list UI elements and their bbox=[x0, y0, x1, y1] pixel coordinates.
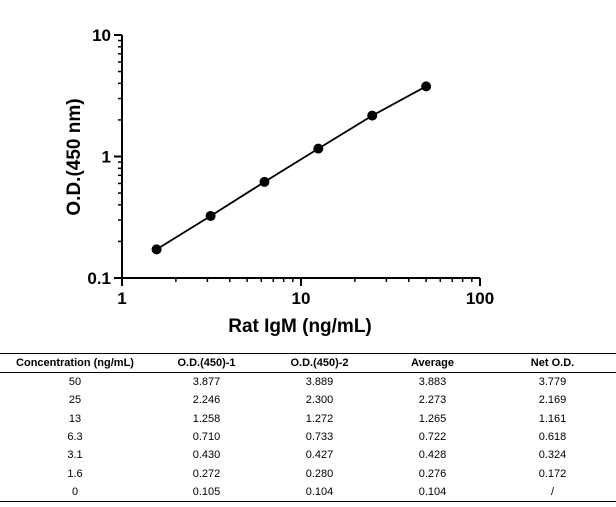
header-od-2: O.D.(450)-2 bbox=[263, 353, 376, 373]
cell: 0.430 bbox=[192, 449, 221, 462]
y-tick-label: 0.1 bbox=[87, 269, 111, 288]
cell: 2.300 bbox=[305, 394, 334, 407]
cell: 0.104 bbox=[376, 482, 489, 503]
y-tick-label: 1 bbox=[102, 148, 111, 167]
table-row: 50 3.877 3.889 3.883 3.779 bbox=[0, 373, 616, 392]
data-point bbox=[367, 110, 378, 121]
header-concentration: Concentration (ng/mL) bbox=[0, 353, 150, 373]
table-row: 1.6 0.272 0.280 0.276 0.172 bbox=[0, 464, 616, 482]
cell: 1.6 bbox=[67, 467, 83, 480]
cell: 0.280 bbox=[305, 467, 334, 480]
x-axis-title: Rat IgM (ng/mL) bbox=[228, 316, 372, 337]
x-tick-label: 10 bbox=[292, 289, 311, 308]
header-net-od: Net O.D. bbox=[489, 353, 616, 373]
cell: 50 bbox=[68, 376, 82, 389]
chart-series bbox=[151, 81, 432, 255]
cell: 6.3 bbox=[67, 431, 83, 444]
cell: 3.779 bbox=[538, 376, 567, 389]
table-row: 25 2.246 2.300 2.273 2.169 bbox=[0, 391, 616, 409]
cell: 0.618 bbox=[538, 431, 567, 444]
cell: 0.427 bbox=[305, 449, 334, 462]
cell: 2.169 bbox=[538, 394, 567, 407]
table-row: 6.3 0.710 0.733 0.722 0.618 bbox=[0, 428, 616, 446]
cell: 0.733 bbox=[305, 431, 334, 444]
x-tick-label: 1 bbox=[117, 289, 126, 308]
data-point bbox=[421, 81, 432, 92]
x-tick-label: 100 bbox=[466, 289, 494, 308]
cell: 2.273 bbox=[418, 394, 447, 407]
data-point bbox=[151, 244, 162, 255]
header-od-1: O.D.(450)-1 bbox=[150, 353, 263, 373]
chart-axes bbox=[121, 35, 480, 279]
cell: / bbox=[489, 482, 616, 503]
table-row: 13 1.258 1.272 1.265 1.161 bbox=[0, 410, 616, 428]
cell: 13 bbox=[68, 412, 82, 425]
cell: 0.172 bbox=[538, 467, 567, 480]
cell: 3.877 bbox=[192, 376, 221, 389]
y-tick-label: 10 bbox=[92, 26, 111, 45]
cell: 0.104 bbox=[263, 482, 376, 503]
cell: 3.1 bbox=[67, 449, 83, 462]
header-average: Average bbox=[376, 353, 489, 373]
cell: 1.272 bbox=[305, 412, 334, 425]
cell: 0.272 bbox=[192, 467, 221, 480]
cell: 0 bbox=[0, 482, 150, 503]
cell: 3.883 bbox=[418, 376, 447, 389]
table-row: 0 0.105 0.104 0.104/ bbox=[0, 482, 616, 503]
data-point bbox=[205, 210, 216, 221]
cell: 1.161 bbox=[538, 412, 567, 425]
data-point bbox=[313, 143, 324, 154]
cell: 0.276 bbox=[418, 467, 447, 480]
cell: 2.246 bbox=[192, 394, 221, 407]
series-line bbox=[156, 85, 427, 251]
y-axis-title: O.D.(450 nm) bbox=[64, 98, 85, 215]
table-header-row: Concentration (ng/mL) O.D.(450)-1 O.D.(4… bbox=[0, 353, 616, 373]
cell: 0.428 bbox=[418, 449, 447, 462]
cell: 1.265 bbox=[418, 412, 447, 425]
data-table: Concentration (ng/mL) O.D.(450)-1 O.D.(4… bbox=[0, 353, 616, 503]
cell: 0.105 bbox=[150, 482, 263, 503]
table-row: 3.1 0.430 0.427 0.428 0.324 bbox=[0, 446, 616, 464]
cell: 3.889 bbox=[305, 376, 334, 389]
chart-ticks: 0.1 1 10 1 10 100 bbox=[87, 26, 494, 308]
cell: 0.324 bbox=[538, 449, 567, 462]
data-point bbox=[259, 176, 270, 187]
cell: 25 bbox=[68, 394, 82, 407]
cell: 1.258 bbox=[192, 412, 221, 425]
cell: 0.710 bbox=[192, 431, 221, 444]
standard-curve-chart: 0.1 1 10 1 10 100 O.D.(450 nm) Rat IgM (ng/mL… bbox=[64, 26, 494, 337]
cell: 0.722 bbox=[418, 431, 447, 444]
